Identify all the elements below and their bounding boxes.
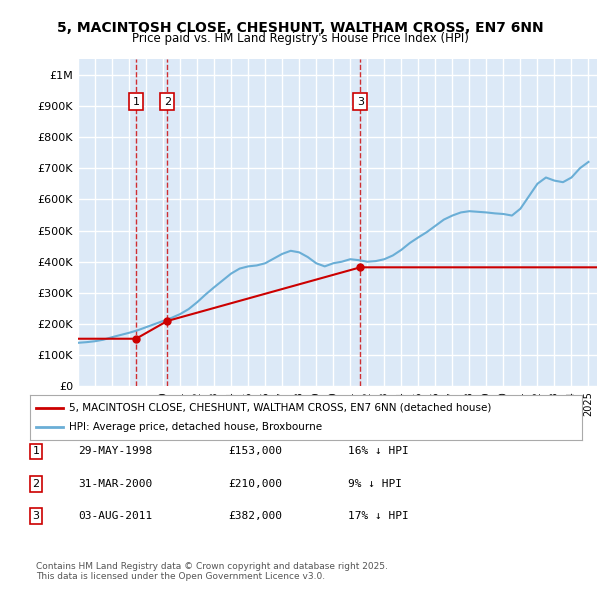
Text: HPI: Average price, detached house, Broxbourne: HPI: Average price, detached house, Brox… — [68, 422, 322, 432]
Text: 03-AUG-2011: 03-AUG-2011 — [78, 512, 152, 521]
Text: 5, MACINTOSH CLOSE, CHESHUNT, WALTHAM CROSS, EN7 6NN (detached house): 5, MACINTOSH CLOSE, CHESHUNT, WALTHAM CR… — [68, 403, 491, 412]
Text: 5, MACINTOSH CLOSE, CHESHUNT, WALTHAM CROSS, EN7 6NN: 5, MACINTOSH CLOSE, CHESHUNT, WALTHAM CR… — [56, 21, 544, 35]
Text: £382,000: £382,000 — [228, 512, 282, 521]
Text: 29-MAY-1998: 29-MAY-1998 — [78, 447, 152, 456]
Text: 17% ↓ HPI: 17% ↓ HPI — [348, 512, 409, 521]
Text: Price paid vs. HM Land Registry's House Price Index (HPI): Price paid vs. HM Land Registry's House … — [131, 32, 469, 45]
Text: 1: 1 — [133, 97, 140, 107]
Text: Contains HM Land Registry data © Crown copyright and database right 2025.
This d: Contains HM Land Registry data © Crown c… — [36, 562, 388, 581]
Text: £153,000: £153,000 — [228, 447, 282, 456]
Text: 2: 2 — [164, 97, 171, 107]
Text: 2: 2 — [32, 479, 40, 489]
Text: 3: 3 — [357, 97, 364, 107]
Text: 16% ↓ HPI: 16% ↓ HPI — [348, 447, 409, 456]
Text: £210,000: £210,000 — [228, 479, 282, 489]
Text: 9% ↓ HPI: 9% ↓ HPI — [348, 479, 402, 489]
Text: 1: 1 — [32, 447, 40, 456]
Text: 3: 3 — [32, 512, 40, 521]
Text: 31-MAR-2000: 31-MAR-2000 — [78, 479, 152, 489]
